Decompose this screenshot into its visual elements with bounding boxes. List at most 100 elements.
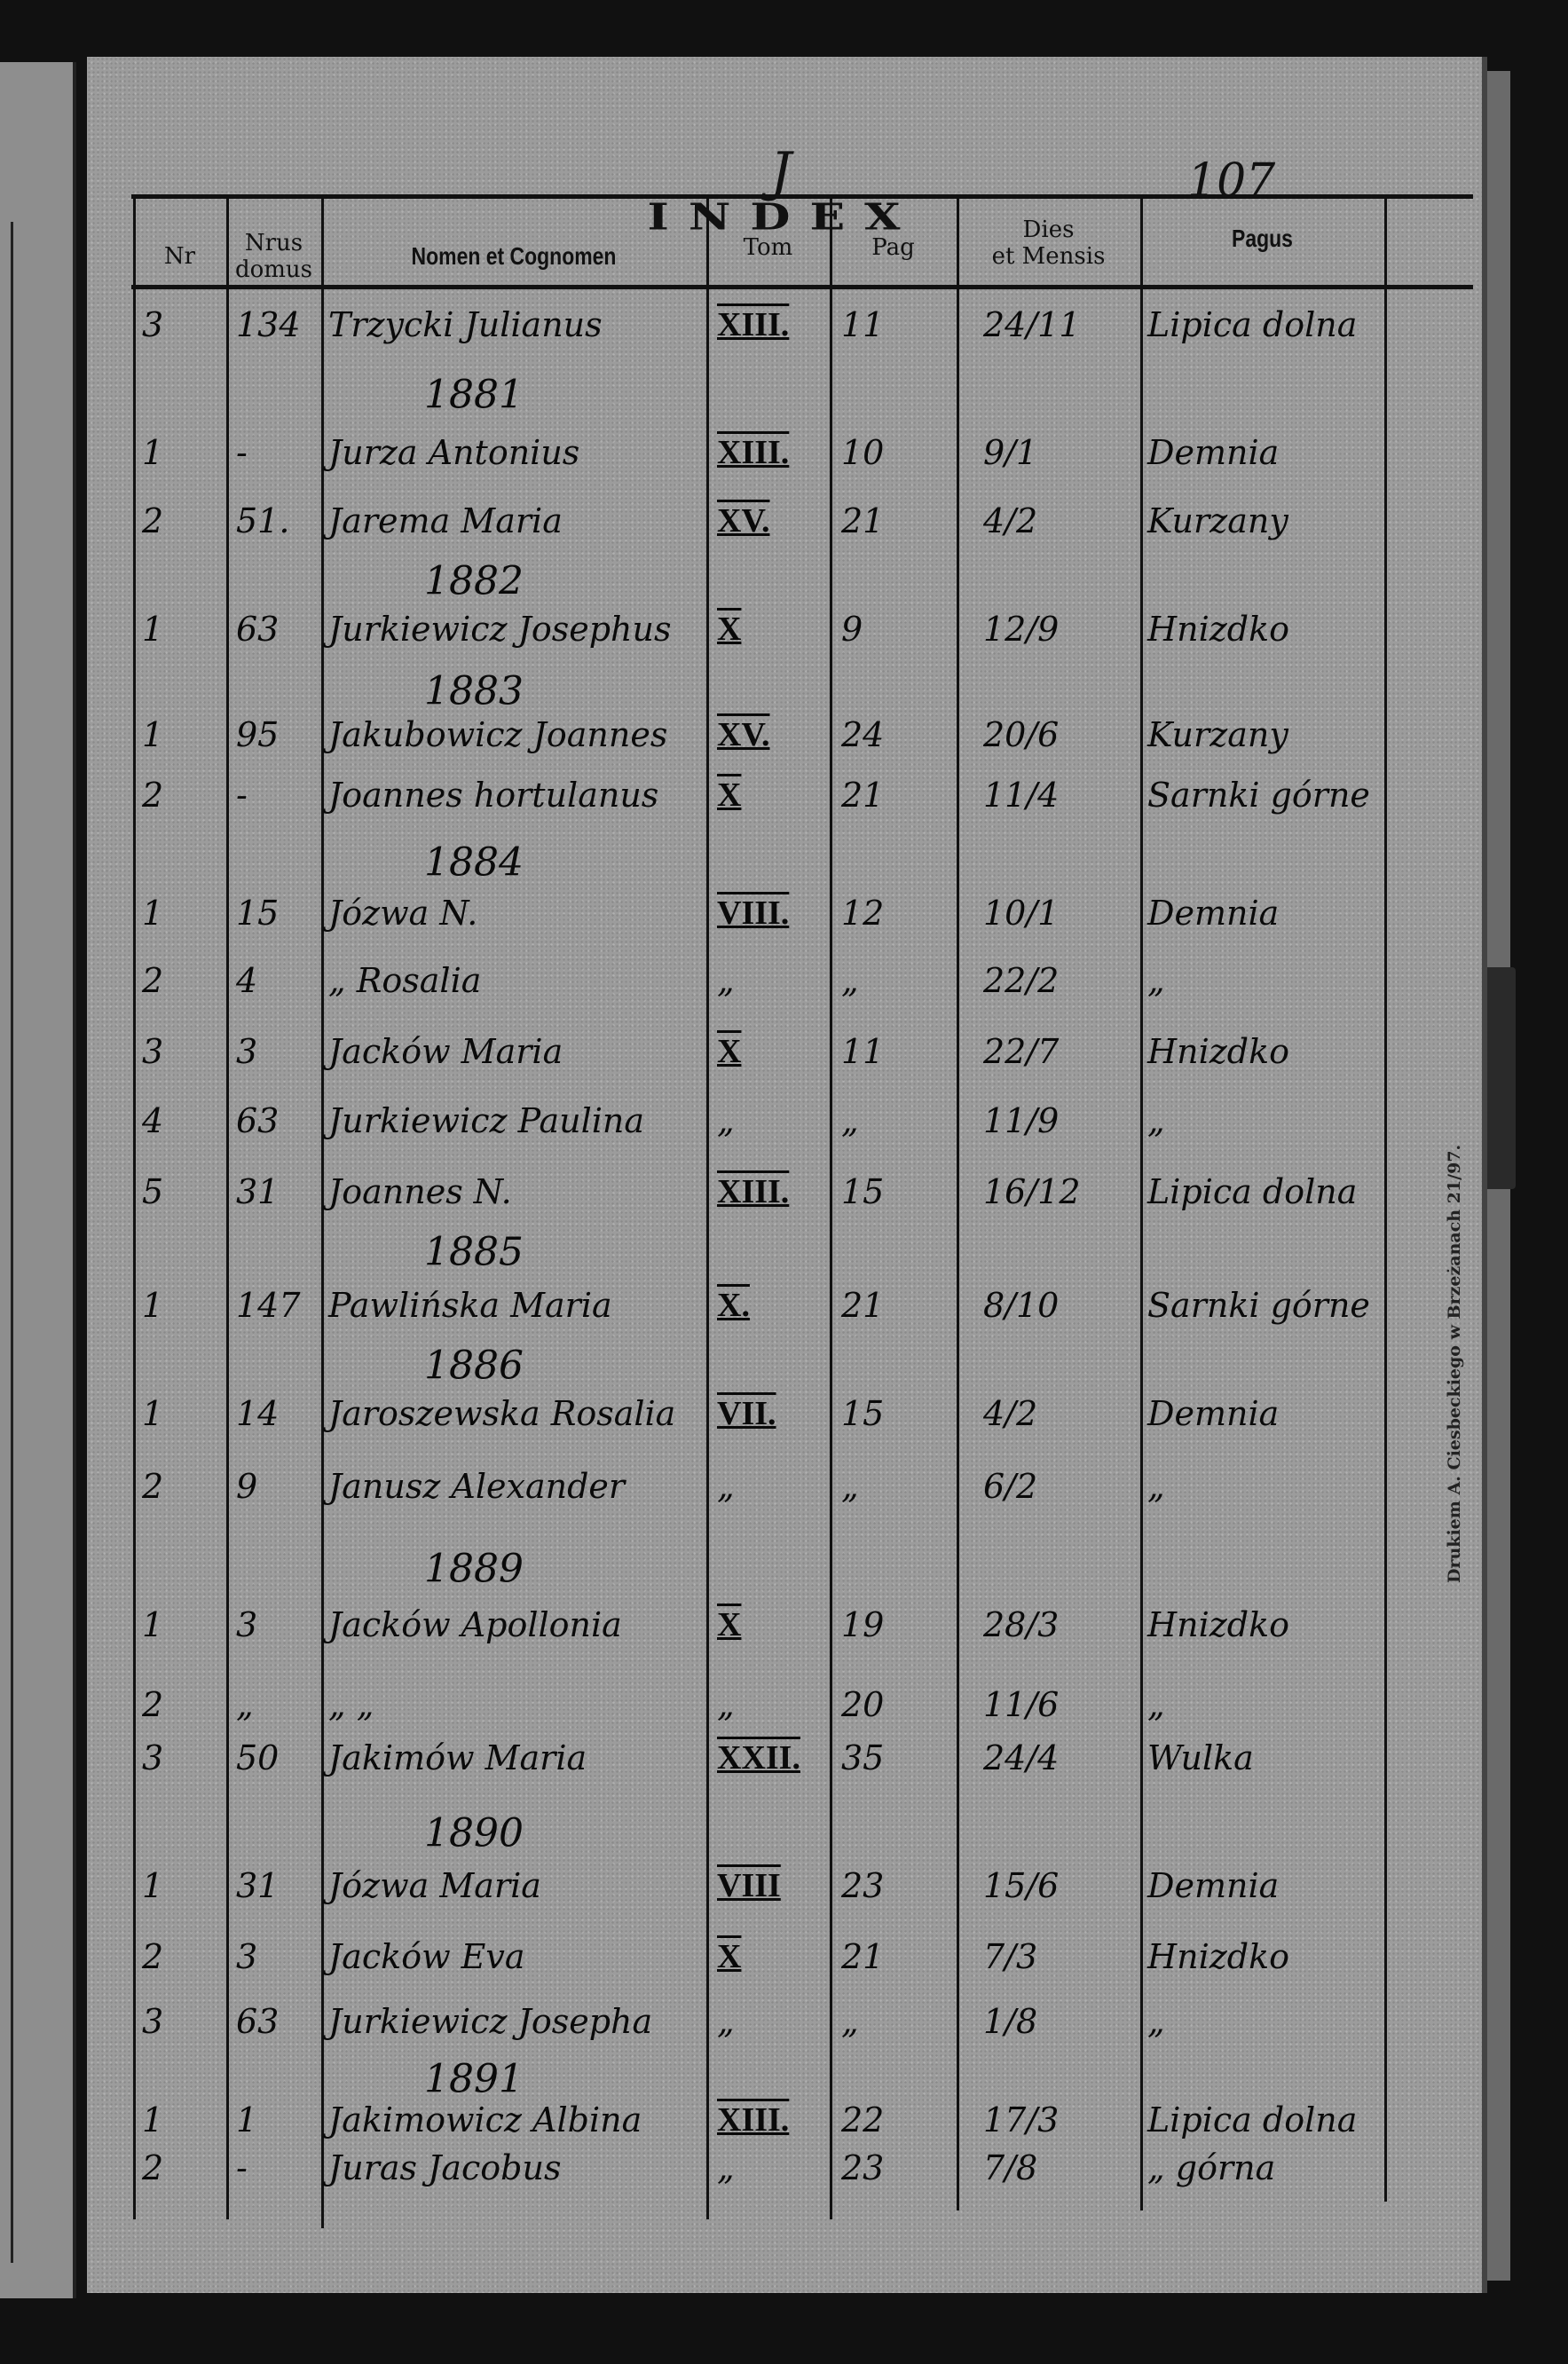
cell-domus: 50 (236, 1738, 280, 1777)
cell-nr: 1 (142, 1393, 164, 1433)
cell-domus: 134 (236, 304, 301, 344)
cell-date: 22/2 (983, 961, 1060, 1000)
cell-name: Jurkiewicz Paulina (328, 1101, 645, 1141)
cell-date: 20/6 (983, 714, 1060, 754)
cell-nr: 3 (142, 1738, 164, 1777)
year-heading: 1884 (424, 839, 524, 886)
cell-domus: „ (236, 1685, 254, 1724)
cell-pag: 35 (841, 1738, 885, 1777)
cell-pag: 20 (841, 1685, 885, 1724)
cell-name: Joannes N. (328, 1172, 512, 1211)
col-header-pagus: Pagus (1232, 225, 1293, 252)
cell-tom: X (717, 776, 742, 814)
cell-pagus: Hnizdko (1147, 1604, 1290, 1644)
cell-pag: „ (841, 1101, 859, 1141)
cell-pagus: Demnia (1147, 1866, 1280, 1905)
cell-pagus: Hnizdko (1147, 1936, 1290, 1976)
cell-name: Jakimów Maria (328, 1738, 587, 1777)
cell-pag: „ (841, 2002, 859, 2041)
cell-name: Józwa Maria (328, 1866, 541, 1905)
col-header-pag: Pag (871, 234, 915, 261)
cell-pagus: Hnizdko (1147, 1031, 1290, 1071)
cell-pag: 23 (841, 1866, 885, 1905)
cell-name: Jacków Eva (328, 1936, 525, 1976)
cell-domus: 9 (236, 1466, 258, 1506)
cell-date: 8/10 (983, 1285, 1060, 1325)
cell-name: „ Rosalia (328, 961, 482, 1000)
cell-tom: „ (717, 1466, 735, 1506)
cell-pagus: „ (1147, 1466, 1165, 1506)
col-header-nomen: Nomen et Cognomen (411, 242, 617, 270)
column-rule (1140, 196, 1143, 2210)
column-rule (133, 196, 136, 2219)
cell-nr: 3 (142, 304, 164, 344)
cell-domus: 15 (236, 893, 280, 933)
cell-pag: 21 (841, 1285, 885, 1325)
cell-pag: 21 (841, 500, 885, 540)
cell-name: Joannes hortulanus (328, 775, 659, 815)
cell-tom: XIII. (717, 2100, 790, 2139)
cell-nr: 1 (142, 1285, 164, 1325)
year-heading: 1889 (424, 1546, 524, 1592)
cell-date: 11/9 (983, 1101, 1060, 1141)
cell-tom: VIII. (717, 894, 790, 932)
cell-nr: 2 (142, 1685, 164, 1724)
cell-pagus: Hnizdko (1147, 609, 1290, 649)
year-heading: 1891 (424, 2056, 524, 2102)
cell-pagus: „ (1147, 961, 1165, 1000)
cell-nr: 5 (142, 1172, 164, 1211)
cell-pagus: Demnia (1147, 893, 1280, 933)
year-heading: 1885 (424, 1229, 524, 1275)
cell-tom: XV. (717, 715, 770, 753)
cell-domus: 147 (236, 1285, 301, 1325)
year-heading: 1882 (424, 558, 524, 603)
cell-pagus: Wulka (1147, 1738, 1254, 1777)
cell-date: 24/11 (983, 304, 1081, 344)
column-rule (226, 196, 229, 2219)
cell-name: Pawlińska Maria (328, 1285, 612, 1325)
cell-tom: X (717, 1032, 742, 1070)
cell-date: 10/1 (983, 893, 1060, 933)
cell-domus: 4 (236, 961, 258, 1000)
cell-date: 15/6 (983, 1866, 1060, 1905)
cell-nr: 3 (142, 2002, 164, 2041)
cell-tom: „ (717, 1101, 735, 1141)
column-rule (830, 196, 832, 2219)
page-title: INDEX (647, 195, 920, 239)
cell-domus: - (236, 433, 248, 472)
cell-pag: 22 (841, 2100, 885, 2139)
cell-domus: - (236, 775, 248, 815)
cell-date: 7/3 (983, 1936, 1038, 1976)
cell-tom: X. (717, 1286, 750, 1324)
cell-date: 17/3 (983, 2100, 1060, 2139)
cell-pagus: Lipica dolna (1147, 304, 1358, 344)
table-top-rule (131, 194, 1473, 199)
cell-name: Janusz Alexander (328, 1466, 626, 1506)
cell-date: 11/6 (983, 1685, 1060, 1724)
cell-date: 7/8 (983, 2147, 1038, 2187)
cell-nr: 2 (142, 1936, 164, 1976)
cell-tom: VII. (717, 1394, 776, 1432)
cell-nr: 1 (142, 609, 164, 649)
col-header-tom: Tom (743, 234, 793, 261)
cell-pagus: Demnia (1147, 433, 1280, 472)
cell-pag: „ (841, 1466, 859, 1506)
cell-pag: 15 (841, 1393, 885, 1433)
cell-pagus: Lipica dolna (1147, 2100, 1358, 2139)
register-page: J 107 INDEX Nr Nrus domus Nomen et Cognom… (87, 57, 1487, 2293)
cell-pag: 23 (841, 2147, 885, 2187)
cell-nr: 1 (142, 893, 164, 933)
cell-nr: 4 (142, 1101, 164, 1141)
cell-pagus: „ (1147, 1101, 1165, 1141)
cell-domus: 3 (236, 1604, 258, 1644)
column-rule (321, 196, 324, 2228)
cell-tom: X (717, 1937, 742, 1975)
cell-name: Jaroszewska Rosalia (328, 1393, 676, 1433)
cell-domus: 14 (236, 1393, 280, 1433)
cell-nr: 2 (142, 1466, 164, 1506)
year-heading: 1881 (424, 372, 524, 418)
cell-domus: 3 (236, 1031, 258, 1071)
cell-tom: „ (717, 2002, 735, 2041)
cell-pagus: „ (1147, 2002, 1165, 2041)
cell-tom: XIII. (717, 434, 790, 471)
